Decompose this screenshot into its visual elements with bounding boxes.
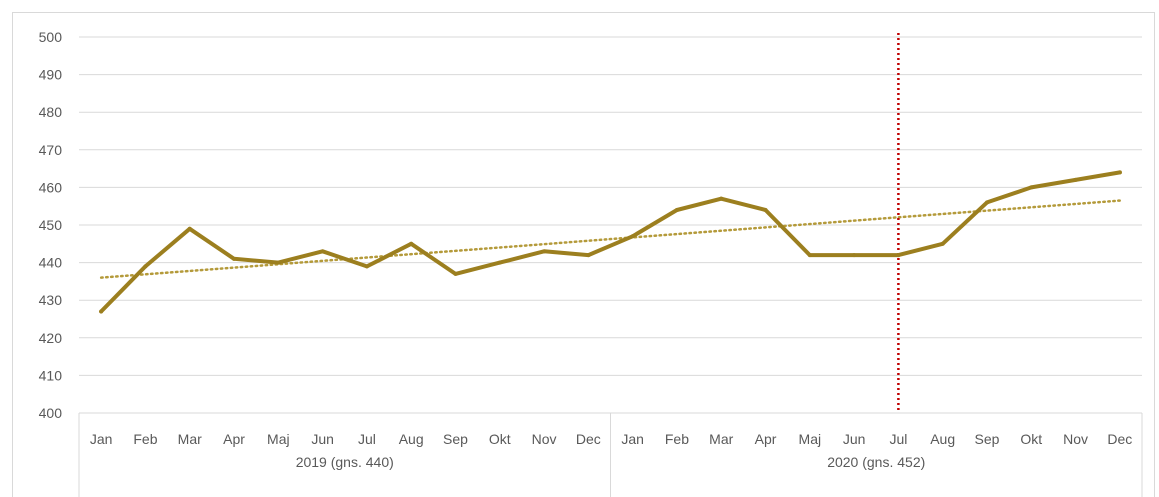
chart-frame [12,12,1155,497]
y-tick-label-450: 450 [39,217,63,233]
y-tick-label-430: 430 [39,292,63,308]
data-point-23 [1117,170,1122,175]
y-tick-label-480: 480 [39,104,63,120]
series-layer [99,33,1122,413]
x-tick-label-7: Aug [399,431,424,447]
data-point-19 [940,241,945,246]
y-tick-label-410: 410 [39,367,63,383]
x-tick-label-14: Mar [709,431,733,447]
data-point-13 [674,207,679,212]
x-tick-label-3: Apr [223,431,245,447]
data-point-14 [719,196,724,201]
x-tick-label-10: Nov [532,431,557,447]
data-point-15 [763,207,768,212]
data-point-11 [586,253,591,258]
x-tick-label-16: Maj [799,431,822,447]
x-tick-label-19: Aug [930,431,955,447]
gridlines [79,36,1142,376]
data-point-3 [232,256,237,261]
data-point-0 [99,309,104,314]
data-point-20 [984,200,989,205]
x-tick-label-22: Nov [1063,431,1088,447]
x-tick-label-6: Jul [358,431,376,447]
y-tick-label-400: 400 [39,405,63,421]
y-tick-label-490: 490 [39,67,63,83]
y-tick-label-470: 470 [39,142,63,158]
data-point-4 [276,260,281,265]
data-point-18 [896,253,901,258]
x-tick-label-13: Feb [665,431,689,447]
y-tick-label-460: 460 [39,179,63,195]
x-tick-label-21: Okt [1020,431,1042,447]
data-point-2 [187,226,192,231]
data-point-7 [409,241,414,246]
data-point-10 [542,249,547,254]
data-point-5 [320,249,325,254]
y-tick-label-420: 420 [39,330,63,346]
x-tick-label-17: Jun [843,431,866,447]
data-point-9 [497,260,502,265]
data-point-12 [630,234,635,239]
x-tick-label-8: Sep [443,431,468,447]
x-tick-label-1: Feb [133,431,157,447]
x-tick-label-18: Jul [889,431,907,447]
group-label-1: 2020 (gns. 452) [827,454,925,470]
series-line-0 [99,170,1122,314]
data-point-17 [852,253,857,258]
data-point-22 [1073,177,1078,182]
trendline [99,199,1122,279]
x-tick-label-23: Dec [1107,431,1132,447]
x-tick-label-5: Jun [311,431,334,447]
y-tick-label-440: 440 [39,255,63,271]
y-axis-tick-labels: 400 410 420 430 440 450 460 470 480 490 500 [39,29,63,421]
x-tick-label-2: Mar [178,431,202,447]
group-label-0: 2019 (gns. 440) [296,454,394,470]
data-point-1 [143,264,148,269]
data-point-16 [807,253,812,258]
x-tick-label-4: Maj [267,431,290,447]
data-point-6 [364,264,369,269]
data-point-8 [453,271,458,276]
x-tick-label-0: Jan [90,431,113,447]
data-point-21 [1029,185,1034,190]
x-tick-label-11: Dec [576,431,601,447]
x-tick-label-20: Sep [975,431,1000,447]
x-tick-label-12: Jan [621,431,644,447]
x-axis-group-labels: 2019 (gns. 440) 2020 (gns. 452) [296,454,926,470]
y-tick-label-500: 500 [39,29,63,45]
x-tick-label-9: Okt [489,431,511,447]
x-tick-label-15: Apr [755,431,777,447]
axes [78,412,1143,497]
x-axis-tick-labels: Jan Feb Mar Apr Maj Jun Jul Aug Sep Okt Nov Dec Jan F… [90,431,1132,447]
